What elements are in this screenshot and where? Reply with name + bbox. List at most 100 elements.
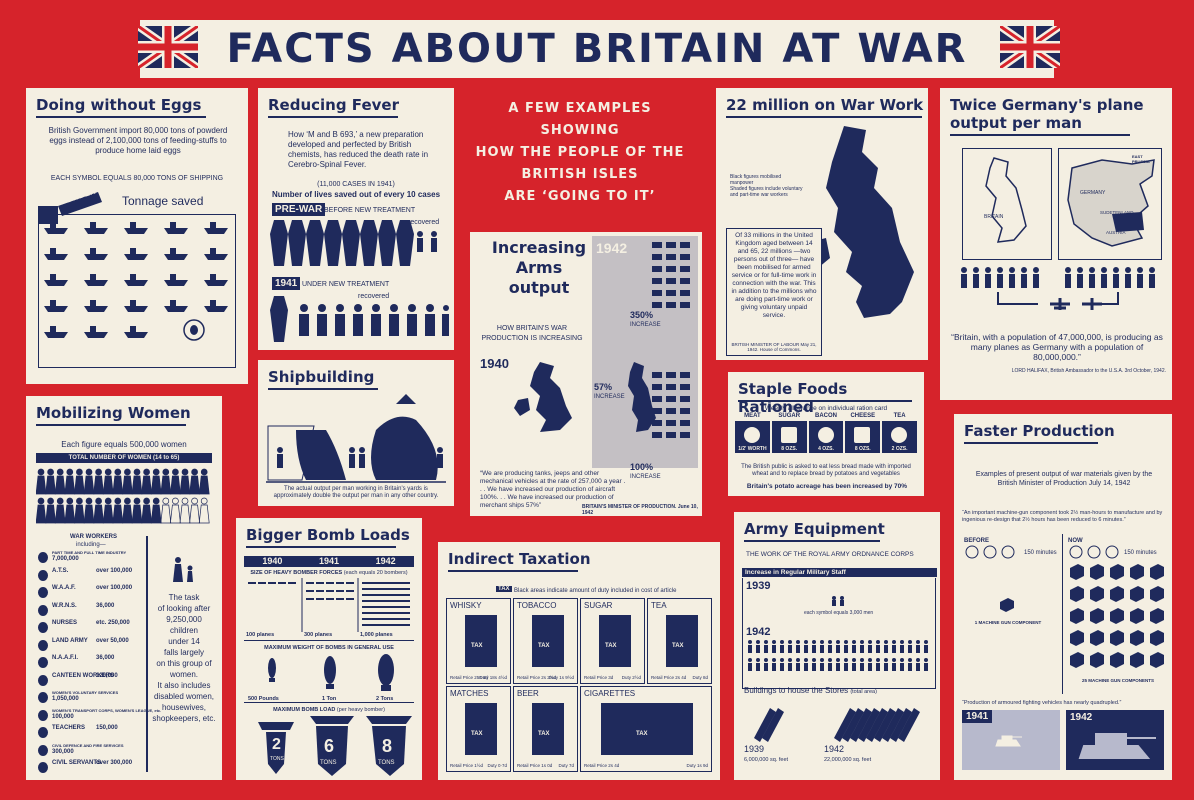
war-worker-row: WOMEN'S VOLUNTARY SERVICES 1,050,000	[38, 690, 146, 706]
tax-item-name: TEA	[651, 601, 667, 610]
tax-item: TEA TAX Retail Price 2s 4d Duty 8d	[647, 598, 712, 684]
women-each: Each figure equals 500,000 women	[61, 440, 187, 449]
woman-figure	[64, 497, 76, 524]
clocks-now-icon	[1069, 545, 1119, 559]
fever-title: Reducing Fever	[268, 96, 399, 114]
war-worker-name: PART TIME AND FULL TIME INDUSTRY	[52, 550, 127, 555]
map-germany: GERMANY	[1080, 190, 1106, 196]
army-sub: THE WORK OF THE ROYAL ARMY ORDNANCE CORP…	[746, 551, 914, 558]
planes-title-line: Twice Germany's plane	[950, 96, 1144, 114]
woman-figure	[141, 468, 152, 495]
war-worker-count: over 50,000	[96, 637, 129, 644]
faster-1942: 1942	[1070, 712, 1093, 723]
foods-title: Staple Foods Rationed	[738, 380, 848, 416]
food-item-shape	[891, 427, 908, 443]
powder-crate-icon	[38, 192, 102, 224]
army-title: Army Equipment	[744, 520, 885, 538]
woman-figure	[131, 468, 143, 495]
food-ration-icon	[771, 421, 807, 453]
task-line: 9,250,000	[166, 615, 202, 624]
shipbuilding-icon	[266, 394, 446, 483]
faster-now: NOW	[1068, 538, 1083, 544]
task-line: on this group of	[156, 659, 212, 668]
woman-figure	[122, 497, 133, 524]
panel-war-work: 22 million on War Work Black figures mob…	[716, 88, 928, 360]
panel-bombs: Bigger Bomb Loads 1940 1941 1942 SIZE OF…	[236, 518, 422, 780]
war-work-legend2: Shaded figures include voluntary and par…	[730, 186, 803, 198]
tax-duty: Duty 7d	[558, 763, 574, 768]
bombs-load: MAXIMUM BOMB LOAD (per heavy bomber)	[244, 702, 414, 715]
britain-map-icon	[514, 362, 572, 432]
task-line: of looking after	[157, 604, 211, 613]
center-line: HOW THE PEOPLE OF THE	[475, 145, 685, 160]
woman-figure	[112, 468, 124, 495]
clocks-before-icon	[965, 545, 1015, 559]
faster-sub: Examples of present output of war materi…	[975, 471, 1153, 487]
food-amount: 1/2' WORTH	[738, 446, 767, 452]
treatment-figures-icon	[270, 296, 449, 342]
task-line: under 14	[168, 637, 200, 646]
faster-min2: 150 minutes	[1124, 550, 1157, 556]
tax-title: Indirect Taxation	[448, 550, 591, 568]
bombs-size-label: SIZE OF HEAVY BOMBER FORCES	[250, 570, 343, 576]
woman-figure	[198, 497, 210, 524]
army-staff-box	[742, 578, 936, 689]
bombs-size: SIZE OF HEAVY BOMBER FORCES (each equals…	[244, 568, 414, 578]
bombs-weight: MAXIMUM WEIGHT OF BOMBS IN GENERAL USE	[244, 640, 414, 653]
war-worker-count: 36,000	[96, 655, 115, 661]
britain-map-1942-icon	[628, 362, 656, 432]
war-work-textbox	[726, 228, 822, 356]
union-jack-right-icon	[1000, 26, 1060, 68]
arms-sub: HOW BRITAIN'S WAR PRODUCTION IS INCREASI…	[481, 325, 583, 342]
faster-divider	[1062, 534, 1063, 694]
panel-tax: Indirect Taxation TAX Black areas indica…	[438, 542, 720, 780]
tank-large-icon	[1078, 733, 1156, 759]
map-prussia: EAST PRUSSIA	[1132, 154, 1150, 164]
war-worker-count: 120,000	[96, 672, 118, 679]
woman-head-icon	[38, 762, 48, 773]
tax-price: Retail Price 2s 4d	[584, 763, 620, 768]
arms-57-inc: INCREASE	[594, 394, 625, 400]
woman-head-icon	[38, 622, 48, 633]
tax-price: Retail Price 1½d	[450, 763, 484, 768]
tax-duty: Duty 8d	[692, 675, 708, 680]
task-line: It also includes	[157, 681, 211, 690]
bombs-load-label: MAXIMUM BOMB LOAD	[273, 707, 336, 713]
bomber-forces-icon	[248, 578, 410, 632]
war-worker-name: LAND ARMY	[52, 637, 88, 644]
food-amount: 4 OZS.	[818, 446, 834, 452]
germany-map-box	[1058, 148, 1162, 260]
food-item-shape	[817, 427, 834, 443]
tax-grid: WHISKY TAX Retail Price 25s 6d Duty 18s 4½d…	[446, 598, 714, 774]
war-worker-count: over 100,000	[96, 567, 133, 574]
woman-figure	[150, 468, 162, 495]
center-line: SHOWING	[540, 123, 620, 138]
faster-comp1: 1 MACHINE GUN COMPONENT	[974, 620, 1042, 625]
fever-lives-header: Number of lives saved out of every 10 ca…	[272, 190, 441, 199]
y1941-label: 1941	[272, 277, 301, 290]
tax-item: SUGAR TAX Retail Price 3d Duty 2½d	[580, 598, 645, 684]
tax-tag: TAX	[471, 731, 483, 737]
food-ration-icon	[845, 421, 881, 453]
tax-duty: Duty 2½d	[621, 675, 641, 680]
woman-figure	[150, 497, 162, 524]
tonnage-box	[38, 214, 236, 368]
weight-1ton: 1 Ton	[322, 696, 337, 702]
tax-item: CIGARETTES TAX Retail Price 2s 4d Duty 1s 9…	[580, 686, 712, 772]
woman-figure	[83, 468, 95, 495]
foods-sub: Weekly allowance on individual ration ca…	[764, 405, 888, 412]
food-amount: 2 OZS.	[891, 446, 908, 452]
women-figures-icon	[36, 468, 210, 524]
tax-duty: Duty 0·7d	[487, 763, 507, 768]
women-title: Mobilizing Women	[36, 404, 191, 422]
task-line: shopkeepers, etc.	[152, 714, 216, 723]
war-worker-count: etc. 250,000	[96, 620, 130, 626]
eggs-symbol-note: EACH SYMBOL EQUALS 80,000 TONS OF SHIPPI…	[50, 175, 224, 182]
panel-planes: Twice Germany's plane output per man BRI…	[940, 88, 1172, 400]
center-line: ARE ‘GOING TO IT’	[504, 189, 656, 204]
food-ration-icon	[808, 421, 844, 453]
food-amount: 8 OZS.	[854, 446, 871, 452]
tax-item: BEER TAX Retail Price 1s 0d Duty 7d	[513, 686, 578, 772]
women-divider	[146, 536, 148, 772]
foods-row: MEAT 1/2' WORTH SUGAR 8 OZS. BACON 4 OZS. CHEE…	[734, 413, 918, 461]
